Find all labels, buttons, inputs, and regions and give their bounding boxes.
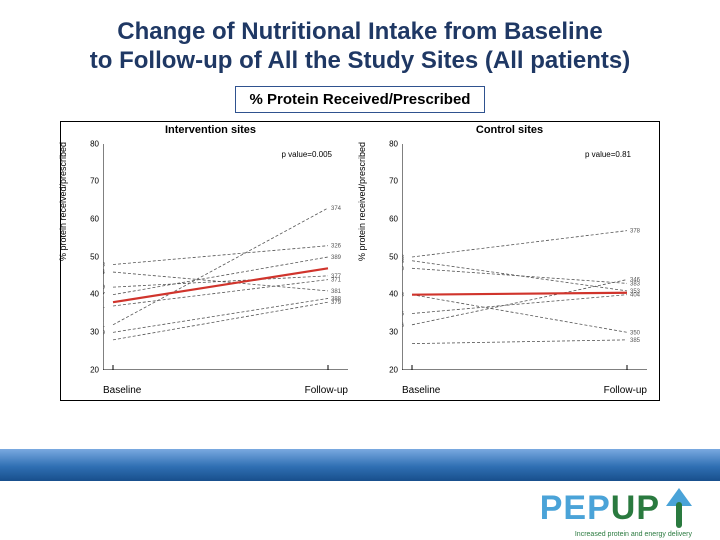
- svg-text:374: 374: [103, 270, 106, 276]
- plot-left: 3883743893773713813793263813773893713743…: [103, 144, 348, 370]
- svg-text:378: 378: [630, 228, 641, 234]
- chart-subtitle: % Protein Received/Prescribed: [235, 86, 486, 113]
- svg-text:353: 353: [402, 292, 405, 298]
- svg-text:350: 350: [630, 330, 641, 336]
- svg-text:381: 381: [331, 288, 342, 294]
- xlabel-followup: Follow-up: [305, 385, 348, 396]
- title-line-1: Change of Nutritional Intake from Baseli…: [117, 18, 602, 45]
- svg-text:377: 377: [103, 292, 106, 298]
- svg-text:389: 389: [103, 285, 106, 291]
- svg-text:346: 346: [630, 277, 641, 283]
- svg-text:381: 381: [103, 322, 106, 328]
- panel-title-right: Control sites: [360, 124, 659, 136]
- svg-text:374: 374: [331, 206, 342, 212]
- svg-text:389: 389: [331, 255, 342, 261]
- svg-left: 3883743893773713813793263813773893713743…: [103, 144, 348, 370]
- ylabel-right: % protein received/prescribed: [357, 142, 367, 261]
- panel-title-left: Intervention sites: [61, 124, 360, 136]
- chart-area: Intervention sites p value=0.005 % prote…: [60, 121, 660, 401]
- logo-tagline: Increased protein and energy delivery: [575, 531, 692, 538]
- svg-text:388: 388: [103, 262, 106, 268]
- yticks-right: 20304050607080: [382, 144, 400, 370]
- svg-text:404: 404: [630, 292, 641, 298]
- svg-text:385: 385: [630, 337, 641, 343]
- svg-text:379: 379: [103, 330, 106, 336]
- subtitle-wrap: % Protein Received/Prescribed: [0, 86, 720, 113]
- plot-right: 378383350353385346378353383350404346385: [402, 144, 647, 370]
- xlabel-baseline: Baseline: [402, 385, 440, 396]
- xlabel-baseline: Baseline: [103, 385, 141, 396]
- svg-right: 378383350353385346378353383350404346385: [402, 144, 647, 370]
- logo-text: PEPUP: [540, 489, 660, 528]
- svg-text:371: 371: [103, 304, 106, 310]
- yticks-left: 20304050607080: [83, 144, 101, 370]
- svg-text:383: 383: [402, 258, 405, 264]
- svg-text:385: 385: [402, 311, 405, 317]
- pepup-logo: PEPUP: [540, 488, 692, 528]
- svg-text:326: 326: [331, 243, 342, 249]
- svg-text:371: 371: [331, 277, 342, 283]
- panel-intervention: Intervention sites p value=0.005 % prote…: [61, 122, 360, 400]
- logo-arrow-icon: [666, 488, 692, 528]
- xaxis-left: Baseline Follow-up: [103, 385, 348, 396]
- svg-text:346: 346: [402, 322, 405, 328]
- panel-control: Control sites p value=0.81 % protein rec…: [360, 122, 659, 400]
- page-title: Change of Nutritional Intake from Baseli…: [0, 0, 720, 84]
- xlabel-followup: Follow-up: [604, 385, 647, 396]
- logo-pep: PEP: [540, 489, 611, 527]
- xaxis-right: Baseline Follow-up: [402, 385, 647, 396]
- footer-band: [0, 448, 720, 482]
- logo-up: UP: [611, 489, 660, 527]
- svg-text:350: 350: [402, 266, 405, 272]
- ylabel-left: % protein received/prescribed: [58, 142, 68, 261]
- title-line-2: to Follow-up of All the Study Sites (All…: [90, 47, 630, 74]
- svg-text:379: 379: [331, 300, 342, 306]
